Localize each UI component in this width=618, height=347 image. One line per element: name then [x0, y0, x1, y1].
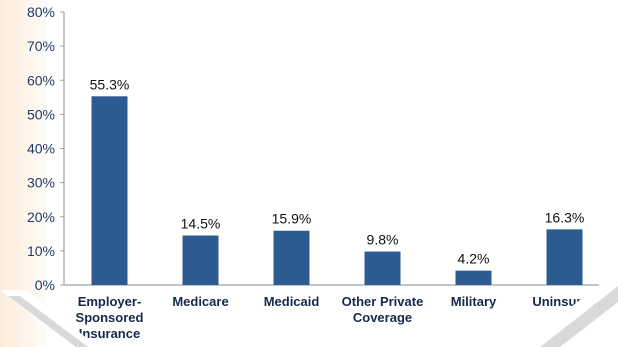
diagonal-decoration: [0, 270, 618, 347]
data-label: 9.8%: [367, 232, 399, 248]
bar: [364, 251, 401, 285]
chart-axes: [63, 12, 610, 286]
x-tick-label-line: Military: [451, 294, 497, 309]
diagonal-band-right-white: [520, 270, 618, 347]
x-tick-label-line: Insurance: [79, 326, 140, 341]
x-tick-label-line: Coverage: [353, 310, 412, 325]
data-label: 16.3%: [545, 209, 585, 225]
x-tick-label: Medicaid: [264, 294, 320, 309]
y-tick-label: 80%: [27, 4, 55, 20]
x-tick-label: Military: [451, 294, 497, 309]
x-tick-label-line: Medicaid: [264, 294, 320, 309]
bar: [182, 235, 219, 285]
y-tick-label: 10%: [27, 243, 55, 259]
y-axis-ticks: 0% 10% 20% 30% 40% 50% 60% 70% 80%: [27, 4, 64, 293]
data-labels: 55.3% 14.5% 15.9% 9.8% 4.2% 16.3%: [90, 76, 585, 266]
data-label: 15.9%: [272, 211, 312, 227]
x-tick-label-line: Medicare: [172, 294, 228, 309]
y-tick-label: 30%: [27, 175, 55, 191]
left-edge-tint: [0, 0, 46, 347]
x-tick-label-line: Sponsored: [76, 310, 144, 325]
bars: [91, 96, 583, 285]
y-tick-label: 50%: [27, 106, 55, 122]
bar: [455, 270, 492, 285]
bar: [91, 96, 128, 285]
data-label: 4.2%: [458, 251, 490, 267]
y-tick-label: 40%: [27, 141, 55, 157]
x-tick-label: Other Private Coverage: [342, 294, 424, 325]
data-label: 55.3%: [90, 76, 130, 92]
diagonal-band-left: [8, 296, 88, 347]
x-tick-label: Medicare: [172, 294, 228, 309]
x-tick-label-line: Other Private: [342, 294, 424, 309]
x-tick-label: Employer-Sponsored Insurance: [76, 294, 144, 341]
bar: [273, 230, 310, 285]
x-tick-label-line: Employer-: [78, 294, 142, 309]
bar: [546, 229, 583, 285]
y-tick-label: 20%: [27, 209, 55, 225]
y-tick-label: 0%: [35, 277, 55, 293]
x-axis-labels: Employer-Sponsored Insurance Medicare Medic…: [76, 294, 597, 341]
y-tick-label: 70%: [27, 38, 55, 54]
y-tick-label: 60%: [27, 72, 55, 88]
data-label: 14.5%: [181, 216, 221, 232]
